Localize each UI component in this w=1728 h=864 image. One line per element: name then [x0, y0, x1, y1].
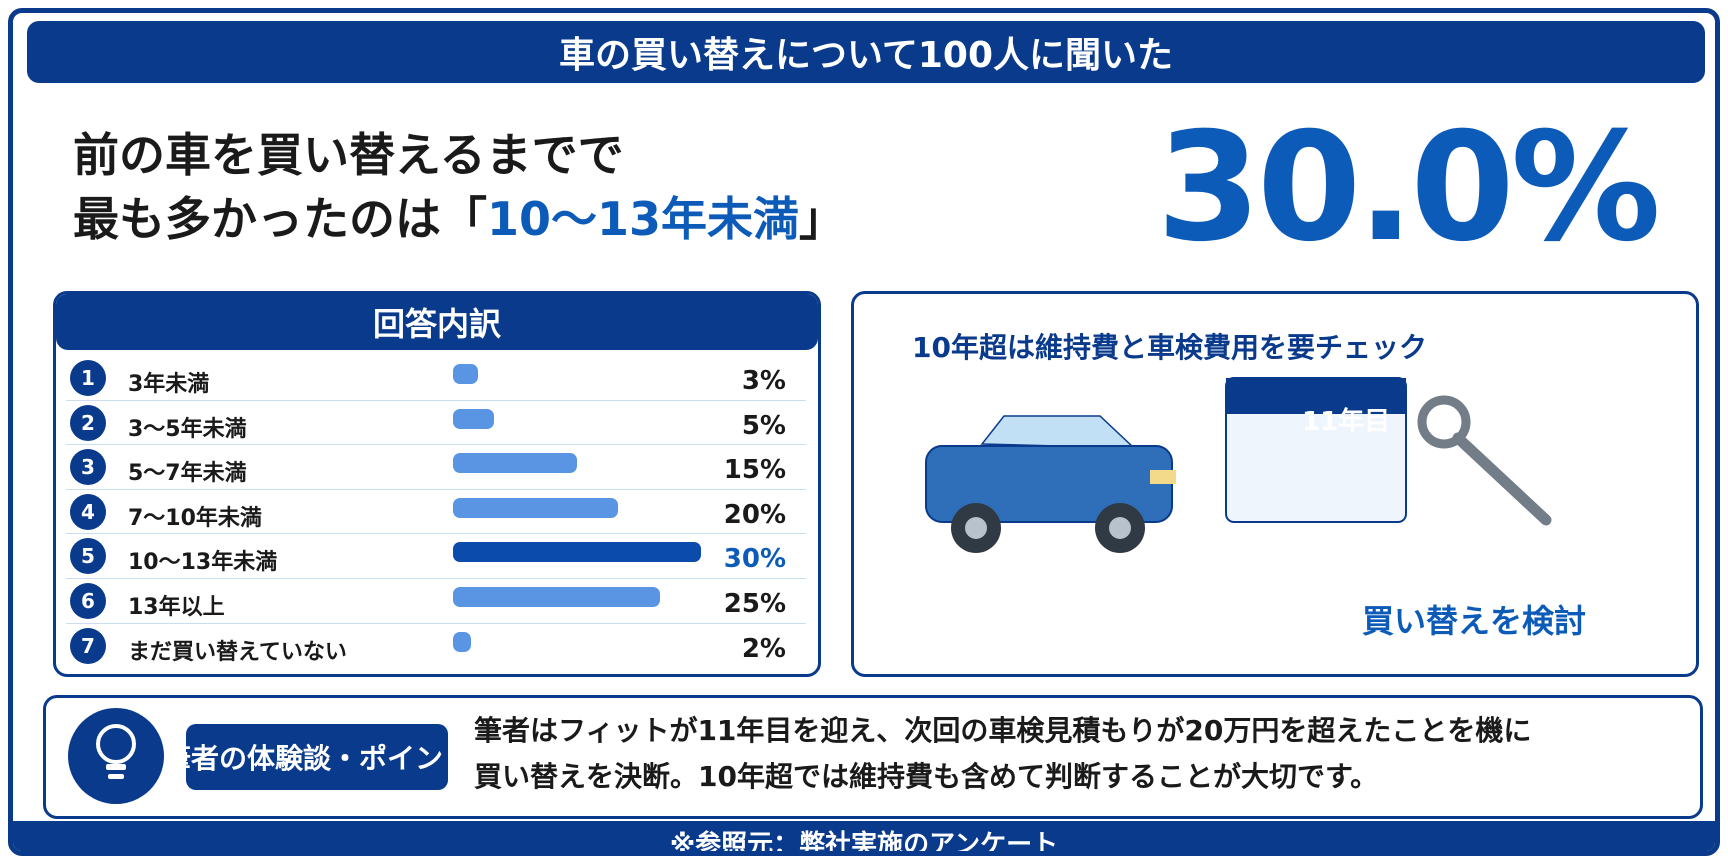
chart-row: 4 7〜10年未満 20%: [66, 490, 806, 535]
value-label: 25%: [723, 588, 786, 619]
row-index-badge: 2: [70, 404, 106, 441]
category-label: 10〜13年未満: [128, 550, 278, 576]
bar: [453, 408, 495, 429]
headline-line1: 前の車を買い替えるまでで: [73, 128, 624, 182]
bar: [453, 453, 577, 474]
category-label: 3〜5年未満: [128, 416, 247, 442]
category-label: 13年以上: [128, 594, 225, 620]
headline-suffix: 」: [799, 192, 846, 246]
headline-prefix: 最も多かったのは「: [73, 192, 487, 246]
note-text-line2: 買い替えを決断。10年超では維持費も含めて判断することが大切です。: [474, 760, 1379, 793]
row-index-badge: 1: [70, 360, 106, 396]
headline-line2: 最も多かったのは「10〜13年未満」: [73, 187, 845, 251]
value-label: 30%: [723, 544, 786, 575]
bar: [453, 586, 660, 607]
tip-panel: 10年超は維持費と車検費用を要チェック 11年目 買い替えを検討: [851, 291, 1699, 677]
breakdown-title: 回答内訳: [56, 294, 818, 350]
tip-title: 10年超は維持費と車検費用を要チェック: [912, 331, 1427, 364]
category-label: 5〜7年未満: [128, 461, 247, 487]
category-label: まだ買い替えていない: [128, 639, 347, 665]
bar: [453, 497, 619, 518]
calendar-icon: [1225, 377, 1407, 523]
headline: 前の車を買い替えるまでで 最も多かったのは「10〜13年未満」: [73, 123, 845, 251]
value-label: 3%: [741, 366, 786, 396]
tip-illustration: [925, 377, 1552, 553]
chart-row: 1 3年未満 3%: [66, 356, 806, 401]
calendar-label: 11年目: [1302, 407, 1391, 437]
car-icon: [925, 415, 1176, 553]
category-label: 3年未満: [128, 372, 210, 397]
chart-row: 6 13年以上 25%: [66, 579, 806, 624]
note-badge: 筆者の体験談・ポイント: [186, 724, 448, 790]
big-percentage: 30.0%: [1156, 101, 1661, 275]
note-text: 筆者はフィットが11年目を迎え、次回の車検見積もりが20万円を超えたことを機に …: [474, 708, 1684, 800]
bar: [453, 542, 701, 563]
lightbulb-icon: [68, 708, 164, 804]
chart-row: 3 5〜7年未満 15%: [66, 445, 806, 490]
category-label: 7〜10年未満: [128, 505, 262, 531]
bar: [453, 364, 478, 384]
breakdown-chart: 1 3年未満 3% 2 3〜5年未満 5% 3 5〜7年未満 15% 4 7〜10年未満 20% 5 10…: [66, 356, 806, 668]
breakdown-panel: 回答内訳 1 3年未満 3% 2 3〜5年未満 5% 3 5〜7年未満 15% 4 7〜10年未満 2…: [53, 291, 821, 677]
page-title: 車の買い替えについて100人に聞いた: [27, 21, 1705, 83]
row-index-badge: 7: [70, 627, 106, 664]
infographic-frame: 車の買い替えについて100人に聞いた 前の車を買い替えるまでで 最も多かったのは…: [8, 8, 1720, 856]
row-index-badge: 5: [70, 538, 106, 575]
value-label: 20%: [723, 499, 786, 530]
chart-row: 2 3〜5年未満 5%: [66, 401, 806, 446]
headline-highlight: 10〜13年未満: [487, 192, 800, 246]
wrench-icon: [1417, 395, 1552, 526]
footer-source: ※参照元：弊社実施のアンケート: [13, 821, 1715, 851]
note-box: 筆者の体験談・ポイント 筆者はフィットが11年目を迎え、次回の車検見積もりが20…: [43, 695, 1703, 819]
note-text-line1: 筆者はフィットが11年目を迎え、次回の車検見積もりが20万円を超えたことを機に: [474, 714, 1532, 747]
chart-row: 5 10〜13年未満 30%: [66, 534, 806, 579]
chart-row: 7 まだ買い替えていない 2%: [66, 624, 806, 669]
bar: [453, 631, 471, 652]
row-index-badge: 3: [70, 449, 106, 486]
row-index-badge: 4: [70, 493, 106, 530]
value-label: 15%: [723, 455, 786, 486]
tip-caption: 買い替えを検討: [1362, 602, 1587, 640]
value-label: 2%: [741, 633, 786, 664]
value-label: 5%: [741, 410, 786, 441]
row-index-badge: 6: [70, 582, 106, 619]
